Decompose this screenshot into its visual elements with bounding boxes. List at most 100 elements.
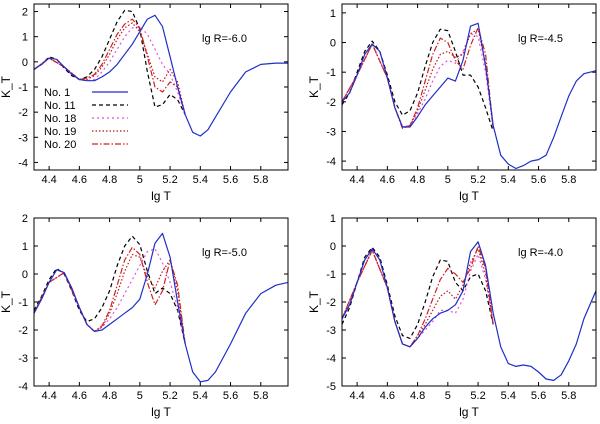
x-tick-label: 5.8 [561, 390, 576, 402]
x-tick-label: 5.8 [253, 174, 268, 186]
x-tick-label: 4.4 [349, 174, 364, 186]
series-line [34, 26, 186, 115]
x-tick-label: 5.2 [162, 390, 177, 402]
x-tick-label: 5 [445, 390, 451, 402]
y-tick-label: -1 [326, 269, 336, 281]
y-tick-label: 2 [22, 213, 28, 225]
x-tick-label: 5.6 [223, 174, 238, 186]
series-line [34, 253, 186, 345]
y-tick-label: -4 [326, 156, 336, 168]
plot-frame [341, 3, 597, 171]
series-line [342, 22, 596, 170]
y-tick-label: -1 [18, 297, 28, 309]
y-tick-label: -1 [326, 67, 336, 79]
x-tick-label: 5.4 [193, 390, 208, 402]
y-tick-label: -4 [18, 157, 28, 169]
y-tick-label: -1 [18, 82, 28, 94]
x-tick-label: 5 [137, 174, 143, 186]
y-tick-label: -3 [326, 325, 336, 337]
y-axis-label: K_T [307, 290, 321, 313]
y-tick-label: -2 [326, 297, 336, 309]
x-tick-label: 5.2 [470, 390, 485, 402]
y-tick-label: 0 [22, 57, 28, 69]
x-tick-label: 5.4 [501, 174, 516, 186]
x-tick-label: 4.6 [72, 390, 87, 402]
y-tick-label: 0 [330, 241, 336, 253]
x-tick-label: 5.4 [193, 174, 208, 186]
x-tick-label: 5.8 [561, 174, 576, 186]
y-tick-label: 1 [330, 213, 336, 225]
y-tick-label: -3 [18, 132, 28, 144]
plot-frame [33, 3, 289, 171]
y-axis-label: K_T [0, 290, 13, 313]
y-tick-label: 1 [22, 241, 28, 253]
x-tick-label: 4.6 [380, 390, 395, 402]
series-line [342, 248, 494, 348]
plot-area [34, 9, 288, 137]
legend-label: No. 11 [44, 100, 76, 112]
x-tick-label: 5.6 [531, 174, 546, 186]
series-line [342, 249, 494, 348]
plot-area [34, 232, 288, 383]
panel-bottom-right: 4.4 4.6 4.8 5 5.2 5.4 5.6 5.8 -5 -4 -3 -2 -1 0 1 lg R=-… [307, 213, 597, 419]
series-line [342, 28, 494, 129]
y-tick-label: -2 [326, 97, 336, 109]
x-tick-label: 4.4 [349, 390, 364, 402]
panel-annotation: lg R=-4.5 [518, 33, 563, 45]
x-tick-label: 4.8 [102, 174, 117, 186]
panel-annotation: lg R=-5.0 [202, 247, 247, 259]
y-tick-label: -2 [18, 325, 28, 337]
x-tick-label: 5 [445, 174, 451, 186]
series-line [34, 246, 186, 345]
y-tick-label: 0 [330, 38, 336, 50]
x-tick-label: 5.6 [531, 390, 546, 402]
series-line [342, 241, 596, 381]
y-tick-label: -2 [18, 107, 28, 119]
x-tick-label: 4.8 [410, 390, 425, 402]
panel-annotation: lg R=-4.0 [518, 247, 563, 259]
plot-area [342, 241, 596, 381]
plot-area [342, 22, 596, 170]
x-tick-label: 4.6 [72, 174, 87, 186]
panel-top-right: 4.4 4.6 4.8 5 5.2 5.4 5.6 5.8 -4 -3 -2 -1 0 1 lg R=-4.… [307, 3, 597, 203]
y-tick-label: 1 [330, 8, 336, 20]
y-tick-label: 2 [22, 7, 28, 19]
x-tick-label: 4.8 [410, 174, 425, 186]
legend-label: No. 19 [44, 126, 76, 138]
x-tick-label: 4.8 [102, 390, 117, 402]
x-tick-label: 5.8 [253, 390, 268, 402]
x-axis-label: lg T [151, 405, 171, 419]
x-axis-label: lg T [151, 189, 171, 203]
series-line [34, 14, 288, 137]
series-line [34, 248, 186, 345]
y-tick-label: 1 [22, 32, 28, 44]
y-tick-label: -4 [326, 353, 336, 365]
y-axis-label: K_T [307, 75, 321, 98]
plot-frame [341, 217, 597, 387]
panel-top-left: 4.4 4.6 4.8 5 5.2 5.4 5.6 5.8 -4 -3 -2 -1 0 1 2 lg R=-6… [0, 3, 289, 203]
y-tick-label: -4 [18, 381, 28, 393]
series-line [342, 245, 494, 348]
x-tick-label: 4.4 [41, 174, 56, 186]
y-tick-label: 0 [22, 269, 28, 281]
series-line [34, 232, 288, 383]
series-line [342, 27, 494, 130]
y-tick-label: -3 [326, 126, 336, 138]
panel-bottom-left: 4.4 4.6 4.8 5 5.2 5.4 5.6 5.8 -4 -3 -2 -1 0 1 2 lg R=-5… [0, 213, 289, 419]
legend-label: No. 20 [44, 139, 76, 151]
x-tick-label: 5.4 [501, 390, 516, 402]
legend-label: No. 1 [44, 87, 70, 99]
y-axis-label: K_T [0, 75, 13, 98]
x-tick-label: 5.2 [162, 174, 177, 186]
x-tick-label: 4.6 [380, 174, 395, 186]
x-axis-label: lg T [459, 405, 479, 419]
plot-frame [33, 217, 289, 387]
x-tick-label: 5 [137, 390, 143, 402]
series-line [34, 18, 186, 115]
legend-label: No. 18 [44, 113, 76, 125]
x-axis-label: lg T [459, 189, 479, 203]
panel-annotation: lg R=-6.0 [202, 33, 247, 45]
series-line [342, 32, 494, 129]
